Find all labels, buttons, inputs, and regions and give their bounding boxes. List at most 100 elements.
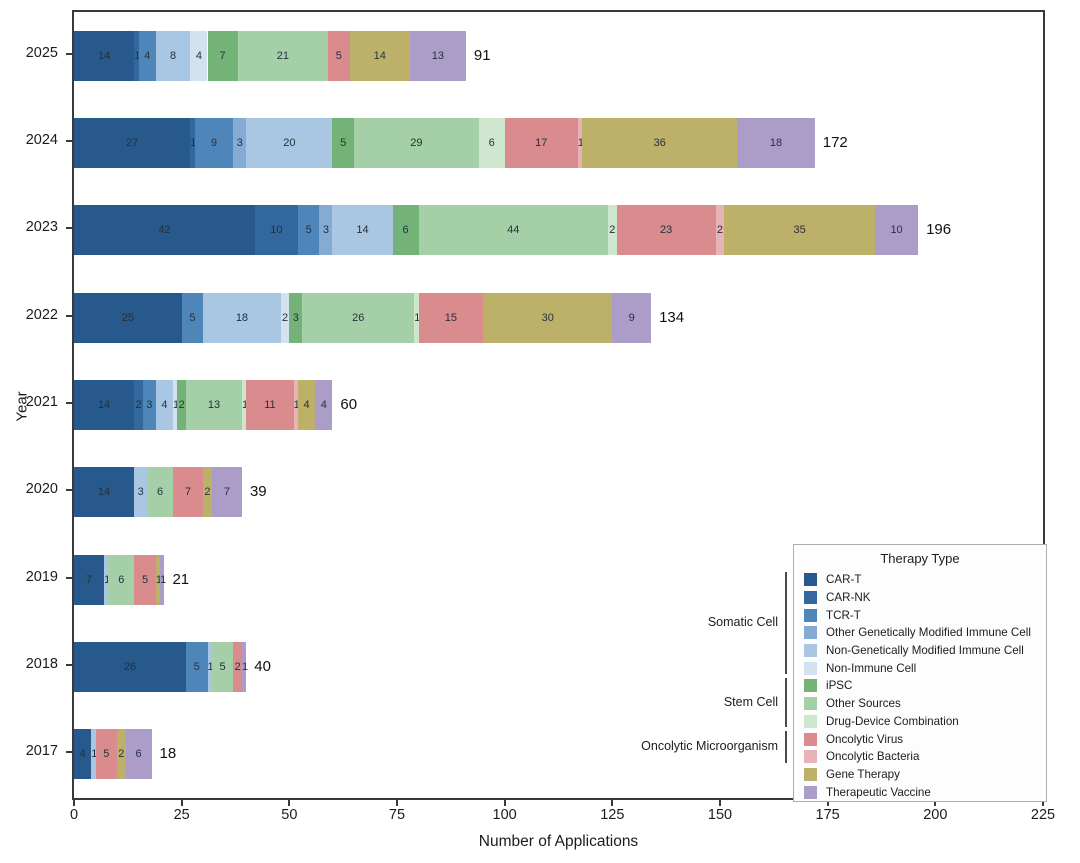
bar-segment-value: 3 bbox=[322, 224, 329, 237]
x-axis-title: Number of Applications bbox=[478, 833, 639, 850]
x-tick-mark bbox=[396, 800, 398, 806]
bar-segment-value: 3 bbox=[236, 137, 243, 149]
bar-total-label: 18 bbox=[159, 745, 177, 763]
bar-segment: 13 bbox=[185, 380, 242, 430]
bar-segment: 5 bbox=[185, 642, 208, 692]
bar-segment: 1 bbox=[91, 729, 97, 780]
legend-entry-label: Non-Genetically Modified Immune Cell bbox=[826, 644, 1024, 658]
bar-segment: 17 bbox=[504, 118, 578, 168]
legend-group-bracket bbox=[785, 678, 787, 728]
bar-segment-value: 2 bbox=[118, 748, 125, 761]
legend-group-label: Stem Cell bbox=[723, 694, 778, 709]
bar-segment-value: 36 bbox=[653, 137, 666, 149]
y-tick-label: 2023 bbox=[25, 219, 58, 236]
bar-segment: 7 bbox=[74, 554, 105, 605]
legend: Therapy Type CAR-T CAR-NK TCR-T Other Genet… bbox=[793, 544, 1047, 802]
legend-entry-label: Gene Therapy bbox=[826, 767, 900, 781]
bar-total-label: 39 bbox=[249, 483, 267, 501]
y-tick-mark bbox=[66, 52, 72, 55]
x-tick-mark bbox=[503, 800, 506, 806]
bar-row-2017: 4 1 5 2 6 18 bbox=[74, 729, 1043, 780]
legend-entry-label: Oncolytic Virus bbox=[826, 732, 904, 746]
bar-segment-value: 5 bbox=[189, 311, 196, 324]
bar-segment: 1 bbox=[160, 554, 167, 605]
y-tick-label: 2019 bbox=[25, 568, 58, 585]
bar-segment-value: 17 bbox=[535, 137, 548, 149]
bar-segment-value: 27 bbox=[126, 137, 139, 149]
bar-segment-value: 26 bbox=[123, 661, 137, 673]
bar-segment: 1 bbox=[293, 380, 300, 430]
legend-entry: Non-Immune Cell bbox=[794, 659, 1046, 677]
x-tick-mark bbox=[826, 800, 829, 806]
legend-entry-label: Other Sources bbox=[826, 697, 901, 711]
legend-entry-label: TCR-T bbox=[826, 608, 861, 622]
bar-segment: 29 bbox=[353, 118, 479, 168]
bar-segment-value: 11 bbox=[264, 399, 276, 411]
x-tick-mark bbox=[719, 800, 721, 806]
bar-row-2023: 42 10 5 3 14 6 44 2 23 2 35 10 196 bbox=[74, 205, 1043, 256]
bar-segment-value: 2 bbox=[281, 311, 289, 324]
legend-entry: Other Genetically Modified Immune Cell bbox=[794, 624, 1046, 642]
bar-segment-value: 2 bbox=[609, 224, 616, 237]
x-tick-mark bbox=[288, 800, 291, 806]
x-tick-label: 0 bbox=[69, 807, 79, 823]
bar-segment-value: 5 bbox=[193, 661, 200, 673]
bar-segment: 18 bbox=[203, 292, 281, 343]
bar-total-label: 196 bbox=[926, 221, 952, 239]
bar-segment: 2 bbox=[715, 205, 725, 256]
bar-segment-value: 1 bbox=[160, 573, 167, 586]
legend-entry-label: Drug-Device Combination bbox=[826, 714, 959, 728]
bar-segment-value: 5 bbox=[335, 49, 342, 62]
bar-segment-value: 5 bbox=[103, 748, 110, 761]
bar-segment: 26 bbox=[302, 292, 415, 343]
bar-segment-value: 14 bbox=[373, 49, 386, 62]
bar-segment: 42 bbox=[74, 205, 255, 256]
bar-segment-value: 21 bbox=[276, 49, 289, 62]
bar-segment: 10 bbox=[254, 205, 298, 256]
bar-segment: 25 bbox=[74, 292, 182, 343]
bar-segment: 4 bbox=[297, 380, 316, 430]
bar-segment: 4 bbox=[74, 729, 92, 780]
legend-entry-label: Non-Immune Cell bbox=[826, 661, 917, 675]
bar-segment: 10 bbox=[875, 205, 919, 256]
bar-segment-value: 2 bbox=[135, 399, 142, 411]
bar-segment: 7 bbox=[207, 30, 238, 81]
legend-entry-label: Other Genetically Modified Immune Cell bbox=[826, 626, 1031, 640]
bar-segment-value: 3 bbox=[137, 486, 144, 499]
bar-segment-value: 30 bbox=[541, 311, 554, 324]
y-tick-label: 2021 bbox=[25, 394, 58, 410]
bar-segment: 8 bbox=[155, 30, 191, 81]
bar-segment: 6 bbox=[108, 554, 135, 605]
bar-segment: 1 bbox=[241, 642, 248, 692]
bar-segment: 3 bbox=[289, 292, 303, 343]
bar-segment-value: 42 bbox=[158, 224, 171, 237]
bar-segment-value: 13 bbox=[207, 399, 221, 411]
bar-segment: 3 bbox=[233, 118, 247, 168]
bar-segment-value: 25 bbox=[121, 311, 134, 324]
bar-segment-value: 20 bbox=[283, 137, 296, 149]
bar-segment-value: 3 bbox=[146, 399, 153, 411]
bar-segment: 44 bbox=[418, 205, 609, 256]
bar-segment: 14 bbox=[349, 30, 410, 81]
legend-swatch-icon bbox=[804, 644, 817, 658]
bar-segment: 5 bbox=[211, 642, 234, 692]
bar-segment: 5 bbox=[297, 205, 320, 256]
x-tick-mark bbox=[73, 800, 75, 806]
x-tick-mark bbox=[611, 800, 614, 806]
legend-entry-label: CAR-NK bbox=[826, 591, 871, 605]
bar-row-2022: 25 5 18 2 3 26 1 15 30 9 134 bbox=[74, 292, 1043, 343]
bar-segment: 4 bbox=[155, 380, 174, 430]
bar-segment-value: 1 bbox=[104, 573, 111, 586]
y-tick-mark bbox=[66, 140, 72, 142]
bar-segment-value: 1 bbox=[577, 137, 584, 149]
bar-segment-value: 6 bbox=[402, 224, 409, 237]
bar-segment-value: 1 bbox=[155, 573, 162, 586]
bar-segment: 4 bbox=[190, 30, 208, 81]
bar-segment-value: 2 bbox=[178, 399, 185, 411]
bar-segment: 3 bbox=[319, 205, 333, 256]
bar-segment-value: 7 bbox=[219, 49, 226, 62]
x-tick-label: 75 bbox=[388, 807, 406, 823]
bar-row-2020: 14 3 6 7 2 7 39 bbox=[74, 467, 1043, 518]
legend-group-label: Oncolytic Microorganism bbox=[641, 739, 778, 753]
bar-segment: 6 bbox=[125, 729, 152, 780]
